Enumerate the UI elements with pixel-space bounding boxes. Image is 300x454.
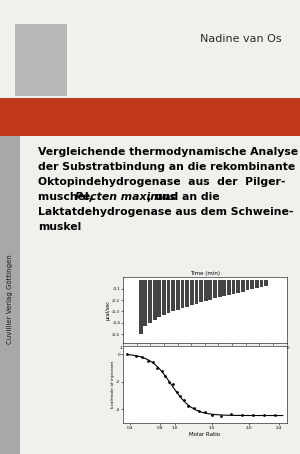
Bar [255,280,259,288]
Point [178,393,183,400]
Point [191,404,196,411]
Bar [148,280,152,323]
Bar [208,280,212,300]
Bar [190,280,194,305]
Text: der Substratbindung an die rekombinante: der Substratbindung an die rekombinante [38,162,295,172]
Point [167,378,172,385]
Point [202,409,207,416]
Point [140,354,145,361]
Point [196,408,201,415]
Bar [167,280,170,313]
Point [182,396,186,404]
Bar [0,98,300,136]
Text: Cuvillier Verlag Göttingen: Cuvillier Verlag Göttingen [7,254,13,344]
Bar [218,280,221,297]
Bar [199,280,203,302]
Point [251,412,256,419]
Bar [236,280,240,293]
Bar [176,280,180,310]
Bar [246,280,249,291]
Point [159,368,164,375]
Bar [204,280,208,301]
Text: , und an die: , und an die [147,192,220,202]
Text: muschel,: muschel, [38,192,97,202]
Bar [143,280,147,326]
Bar [264,280,268,286]
Bar [158,280,161,317]
Bar [227,280,231,295]
Point [174,389,179,396]
Point [145,357,150,365]
Title: Time (min): Time (min) [190,271,220,276]
Bar [162,280,166,315]
Point [125,350,130,358]
Bar [181,280,184,308]
Bar [15,24,67,96]
Bar [232,280,236,294]
Point [155,364,160,371]
Point [186,403,191,410]
Bar [153,280,157,320]
Point [219,412,224,419]
Bar [171,280,175,311]
Bar [185,280,189,306]
Text: Nadine van Os: Nadine van Os [200,34,282,44]
Point [273,411,278,419]
Point [133,353,138,360]
Point [150,359,155,366]
Point [239,411,244,419]
Text: Oktopindehydrogenase  aus  der  Pilger-: Oktopindehydrogenase aus der Pilger- [38,177,286,187]
Bar [194,280,198,304]
Bar [222,280,226,296]
Bar [0,136,20,454]
Point [170,381,175,388]
Bar [139,280,142,334]
Point [262,411,267,419]
Point [228,411,233,418]
Bar [250,280,254,290]
Bar [260,280,263,287]
Text: Laktatdehydrogenase aus dem Schweine-: Laktatdehydrogenase aus dem Schweine- [38,207,293,217]
Bar [213,280,217,298]
Text: Pecten maximus: Pecten maximus [75,192,176,202]
Y-axis label: kcal/mole of injectant: kcal/mole of injectant [111,361,115,408]
Point [210,411,214,419]
Point [163,373,168,380]
Text: Vergleichende thermodynamische Analyse: Vergleichende thermodynamische Analyse [38,147,298,157]
Y-axis label: µcal/sec: µcal/sec [106,301,111,320]
X-axis label: Molar Ratio: Molar Ratio [189,432,220,437]
Text: muskel: muskel [38,222,81,232]
Bar [241,280,245,291]
